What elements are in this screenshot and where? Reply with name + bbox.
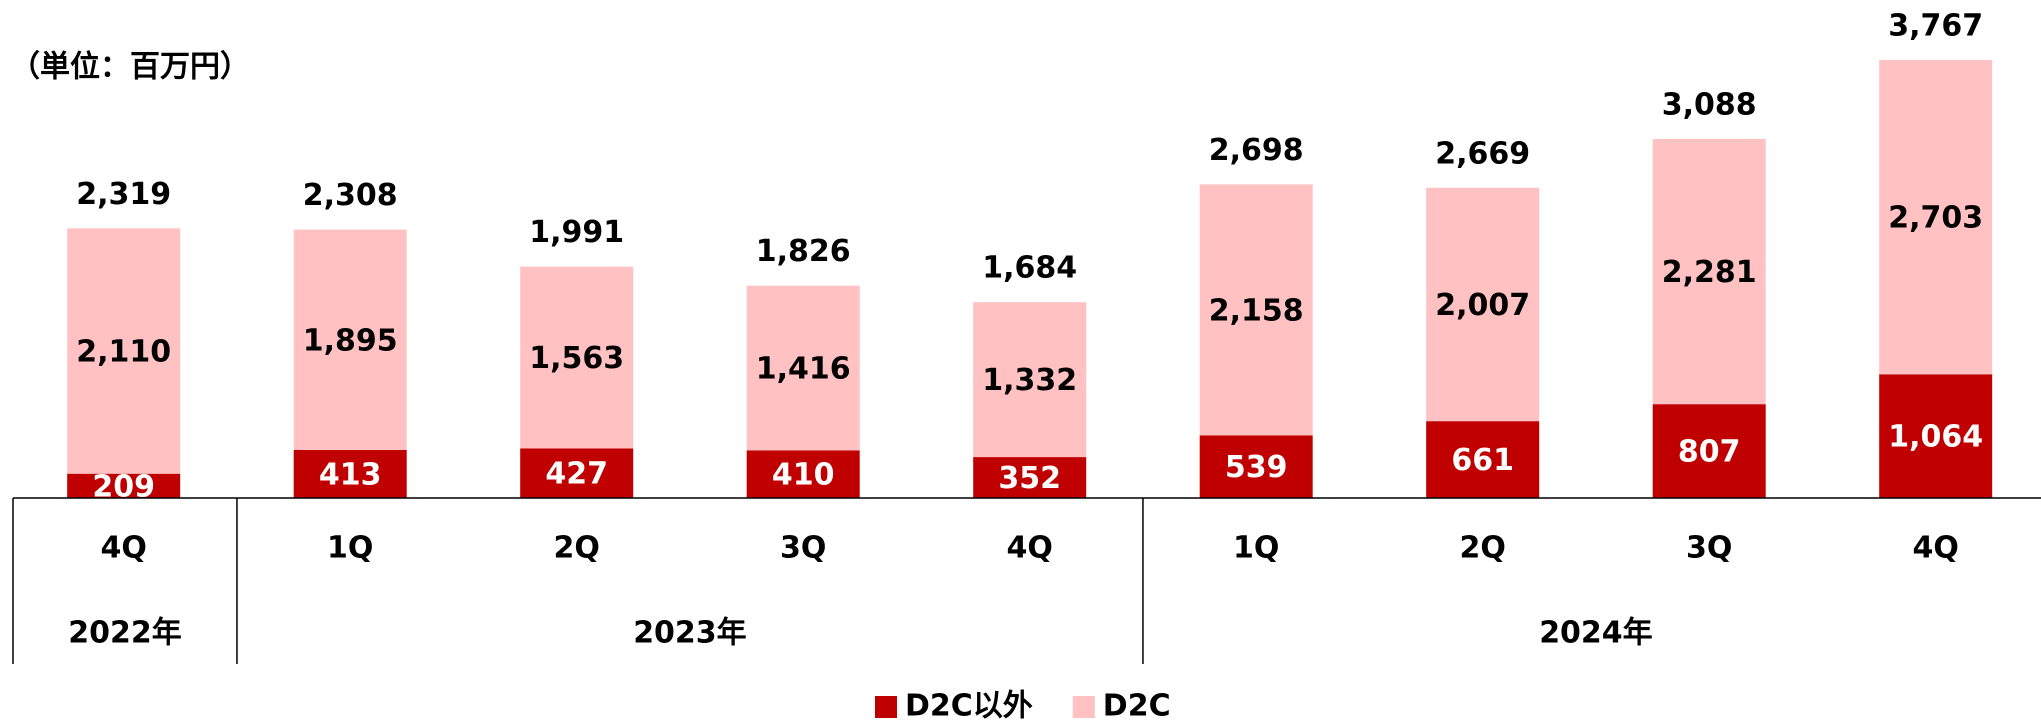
bar-segment [746,450,860,498]
legend-swatch [875,696,897,718]
group-label: 2024年 [1539,616,1653,651]
bar-segment [1879,60,1993,375]
bar-segment [293,449,407,498]
bar-segment [1879,374,1993,498]
value-label: 1,895 [303,323,398,358]
bar-segment [973,457,1087,498]
x-tick-label: 4Q [1007,531,1053,566]
legend-label: D2C [1103,689,1171,722]
bar-segment [1199,435,1313,498]
value-label: 2,281 [1662,255,1757,290]
bar-segment [520,266,634,449]
x-tick-label: 2Q [1460,531,1506,566]
total-label: 3,088 [1662,87,1757,122]
bar-segment [1426,421,1540,498]
total-label: 2,698 [1209,133,1304,168]
legend-label: D2C以外 [905,689,1033,722]
value-label: 661 [1451,443,1514,478]
x-tick-label: 3Q [1686,531,1732,566]
value-label: 2,703 [1888,201,1983,236]
value-label: 539 [1225,450,1288,485]
group-label: 2023年 [633,616,747,651]
value-label: 1,332 [982,363,1077,398]
total-label: 1,826 [756,234,851,269]
total-label: 2,319 [76,177,171,212]
bar-segment [293,229,407,450]
total-label: 1,991 [529,215,624,250]
bar-segment [1652,138,1766,405]
group-label: 2022年 [68,616,182,651]
value-label: 410 [772,458,835,493]
bar-segment [1199,184,1313,436]
value-label: 1,416 [756,352,851,387]
x-tick-label: 4Q [101,531,147,566]
value-label: 1,563 [529,341,624,376]
x-tick-label: 3Q [780,531,826,566]
value-label: 427 [545,457,608,492]
total-label: 1,684 [982,251,1077,286]
value-label: 413 [319,457,382,492]
bar-segment [67,228,181,474]
bar-segment [1652,404,1766,498]
total-label: 2,308 [303,178,398,213]
value-label: 2,158 [1209,293,1304,328]
value-label: 1,064 [1888,420,1983,455]
x-tick-label: 2Q [554,531,600,566]
value-label: 2,007 [1435,288,1530,323]
value-label: 352 [998,461,1061,496]
x-tick-label: 1Q [1233,531,1279,566]
x-tick-label: 4Q [1913,531,1959,566]
bar-segment [1426,187,1540,422]
total-label: 3,767 [1888,9,1983,44]
legend-swatch [1072,696,1095,718]
value-label: 807 [1678,435,1741,470]
bar-segment [973,302,1087,458]
value-label: 2,110 [76,335,171,370]
bar-segment [746,285,860,451]
x-tick-label: 1Q [327,531,373,566]
bar-segment [67,473,181,498]
unit-label: （単位：百万円） [10,50,250,85]
bar-segment [520,448,634,498]
total-label: 2,669 [1435,136,1530,171]
value-label: 209 [92,469,155,504]
